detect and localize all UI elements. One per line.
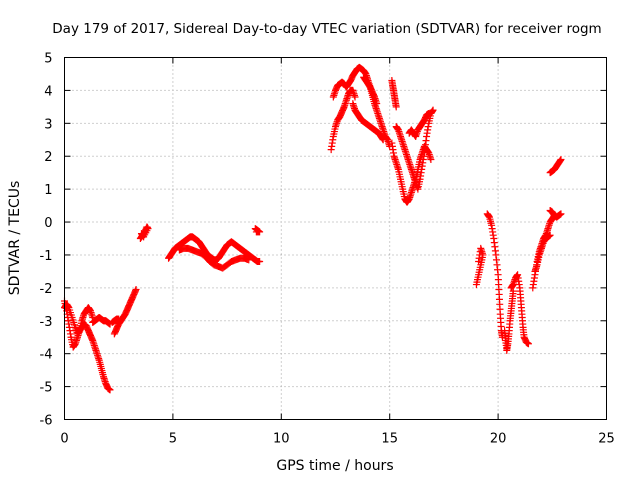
data-series bbox=[546, 207, 565, 221]
data-point bbox=[373, 100, 381, 108]
y-tick-label: 2 bbox=[44, 150, 52, 165]
x-tick-label: 0 bbox=[60, 432, 68, 447]
data-point bbox=[115, 315, 123, 323]
data-point bbox=[425, 109, 433, 117]
x-tick-labels: 0 5 10 15 20 25 bbox=[60, 432, 614, 447]
data-series bbox=[405, 109, 433, 140]
data-series bbox=[392, 106, 437, 193]
chart-title: Day 179 of 2017, Sidereal Day-to-day VTE… bbox=[52, 21, 601, 37]
data-series bbox=[507, 271, 532, 348]
data-point bbox=[524, 340, 532, 348]
x-axis-label: GPS time / hours bbox=[276, 458, 393, 474]
data-point bbox=[132, 286, 140, 294]
data-point bbox=[351, 93, 359, 101]
data-series bbox=[349, 100, 387, 144]
x-tick-label: 20 bbox=[490, 432, 507, 447]
data-series bbox=[360, 73, 381, 108]
y-tick-label: -1 bbox=[40, 249, 53, 264]
data-point bbox=[137, 230, 145, 238]
data-series bbox=[110, 286, 140, 338]
data-series bbox=[327, 86, 359, 154]
data-series bbox=[251, 225, 264, 236]
data-point bbox=[427, 156, 435, 164]
data-series bbox=[61, 300, 114, 394]
plot-frame bbox=[64, 57, 607, 420]
data-series bbox=[472, 244, 487, 289]
data-series bbox=[531, 231, 554, 275]
y-tick-label: 0 bbox=[44, 216, 52, 231]
y-tick-labels: -6 -5 -4 -3 -2 -1 0 1 2 3 4 5 bbox=[40, 52, 53, 429]
data-point bbox=[106, 386, 114, 394]
axis-ticks bbox=[64, 57, 607, 420]
x-tick-label: 25 bbox=[598, 432, 615, 447]
data-point bbox=[557, 156, 565, 164]
x-tick-label: 10 bbox=[273, 432, 290, 447]
data-series bbox=[175, 244, 253, 272]
data-point bbox=[392, 103, 400, 111]
y-tick-label: -5 bbox=[40, 381, 53, 396]
x-tick-label: 15 bbox=[381, 432, 398, 447]
data-point bbox=[252, 228, 260, 236]
y-tick-label: 5 bbox=[44, 52, 52, 67]
data-point bbox=[256, 258, 264, 266]
data-point bbox=[557, 210, 565, 218]
y-tick-label: 3 bbox=[44, 117, 52, 132]
y-tick-label: 1 bbox=[44, 183, 52, 198]
data-series bbox=[501, 287, 517, 354]
y-tick-label: 4 bbox=[44, 84, 52, 99]
data-point bbox=[245, 256, 253, 264]
data-series bbox=[136, 223, 152, 242]
y-tick-label: -3 bbox=[40, 315, 53, 330]
data-series bbox=[483, 210, 506, 341]
y-tick-label: -2 bbox=[40, 282, 53, 297]
x-tick-label: 5 bbox=[169, 432, 177, 447]
data-series bbox=[546, 156, 565, 177]
data-point bbox=[546, 231, 554, 239]
y-tick-label: -6 bbox=[40, 414, 53, 429]
data-point bbox=[475, 258, 483, 266]
data-series bbox=[108, 315, 123, 326]
data-series bbox=[388, 77, 400, 111]
grid bbox=[64, 57, 607, 420]
data-point bbox=[379, 136, 387, 144]
data-series bbox=[165, 233, 264, 266]
y-tick-label: -4 bbox=[40, 348, 53, 363]
y-axis-label: SDTVAR / TECUs bbox=[7, 181, 23, 296]
data-points bbox=[61, 63, 565, 394]
data-point bbox=[429, 106, 437, 114]
